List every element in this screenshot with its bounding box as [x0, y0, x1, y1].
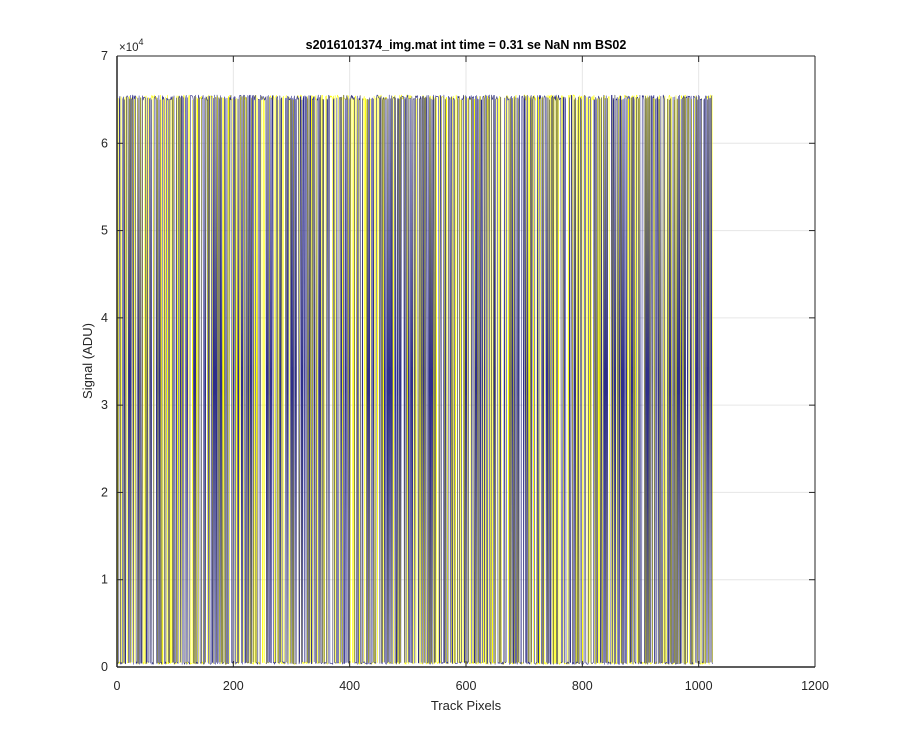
y-tick-label: 1: [101, 573, 108, 587]
y-tick-label: 3: [101, 398, 108, 412]
x-tick-label: 1000: [685, 679, 713, 693]
series-layer: [117, 94, 713, 665]
y-tick-label: 7: [101, 49, 108, 63]
y-tick-labels: 0 1 2 3 4 5 6 7: [101, 49, 108, 674]
y-tick-label: 0: [101, 660, 108, 674]
series-line-2: [117, 94, 713, 665]
y-tick-label: 5: [101, 224, 108, 238]
x-tick-label: 1200: [801, 679, 829, 693]
x-tick-label: 0: [114, 679, 121, 693]
x-tick-labels: 0 200 400 600 800 1000 1200: [114, 679, 829, 693]
axes: [116, 55, 816, 668]
y-tick-label: 4: [101, 311, 108, 325]
y-exponent-label: ×104: [119, 37, 144, 54]
x-tick-label: 600: [456, 679, 477, 693]
y-tick-label: 2: [101, 485, 108, 499]
chart-title: s2016101374_img.mat int time = 0.31 se N…: [306, 38, 627, 52]
x-tick-label: 800: [572, 679, 593, 693]
y-axis-label: Signal (ADU): [80, 323, 95, 399]
x-axis-label: Track Pixels: [431, 698, 502, 713]
x-tick-label: 200: [223, 679, 244, 693]
x-tick-label: 400: [339, 679, 360, 693]
y-tick-label: 6: [101, 136, 108, 150]
